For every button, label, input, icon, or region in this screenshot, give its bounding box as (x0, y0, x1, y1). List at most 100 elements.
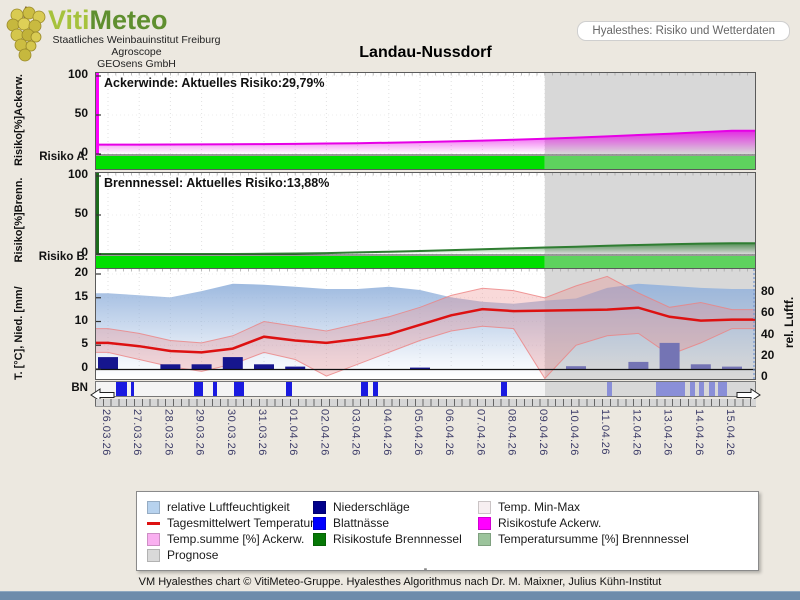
legend-swatch-icon (147, 517, 160, 530)
leaf-wetness-mark (607, 382, 612, 396)
leaf-wetness-mark (360, 382, 369, 396)
y-tick-label: 60 (761, 305, 775, 320)
x-date-label: 11.04.26 (599, 409, 612, 456)
legend-swatch-icon (313, 500, 326, 514)
x-date-label: 12.04.26 (630, 409, 643, 456)
y-tick-label: 20 (761, 347, 775, 362)
brand-sublines: Staatliches Weinbauinstitut Freiburg Agro… (34, 34, 239, 70)
y-tick-label: 100 (67, 67, 88, 81)
ackerwinde-chart-title: Ackerwinde: Aktuelles Risiko:29,79% (104, 76, 325, 90)
brand-subline: Staatliches Weinbauinstitut Freiburg (52, 34, 221, 46)
legend-swatch-icon (147, 500, 160, 514)
status-bar (0, 591, 800, 600)
x-date-label: 06.04.26 (443, 409, 456, 456)
row-label-risiko-b: Risiko B. (38, 251, 88, 263)
brand-part2: Meteo (89, 5, 168, 35)
dataset-selector[interactable]: Hyalesthes: Risiko und Wetterdaten (577, 21, 790, 41)
y-axis-label-brennnessel: Risiko[%]Brenn. (13, 177, 25, 263)
x-date-label: 09.04.26 (536, 409, 549, 456)
ackerwinde-risk-chart: Ackerwinde: Aktuelles Risiko:29,79% (95, 72, 756, 170)
legend-label: Temp. Min-Max (498, 500, 581, 514)
x-date-label: 26.03.26 (100, 409, 112, 456)
y-tick-label: 80 (761, 284, 775, 299)
legend-item: Risikostufe Ackerw. (478, 515, 689, 531)
y-tick-label: 0 (81, 360, 88, 374)
legend-label: Blattnässe (333, 516, 390, 530)
brand-part1: Viti (48, 5, 90, 35)
y-tick-label: 40 (761, 326, 775, 341)
x-date-label: 28.03.26 (162, 409, 175, 456)
x-date-label: 29.03.26 (193, 409, 206, 456)
y-axis-label-ackerwinde: Risiko[%]Ackerw. (13, 74, 25, 166)
brennnessel-risk-chart: Brennnessel: Aktuelles Risiko:13,88% (95, 172, 756, 270)
legend-swatch-icon (313, 516, 326, 530)
y-tick-label: 0 (81, 245, 88, 259)
legend: relative Luftfeuchtigkeit Tagesmittelwert… (136, 491, 759, 571)
y-tick-label: 100 (67, 167, 88, 181)
brand-subline: GEOsens GmbH (97, 58, 176, 70)
x-date-label: 13.04.26 (661, 409, 674, 456)
legend-swatch-icon (313, 532, 326, 546)
leaf-wetness-mark (193, 382, 204, 396)
legend-item: Niederschläge (313, 499, 462, 515)
grapes-logo-icon (3, 3, 51, 70)
weather-chart (95, 268, 756, 380)
leaf-wetness-mark (689, 382, 695, 396)
x-date-label: 02.04.26 (318, 409, 331, 456)
leaf-wetness-mark (115, 382, 127, 396)
legend-label: Prognose (167, 548, 219, 562)
x-date-label: 15.04.26 (724, 409, 736, 456)
x-date-label: 14.04.26 (692, 409, 705, 456)
leaf-wetness-mark (234, 382, 244, 396)
legend-label: Temperatursumme [%] Brennnessel (498, 532, 689, 546)
footer-credit: VM Hyalesthes chart © VitiMeteo-Gruppe. … (138, 576, 662, 588)
leaf-wetness-mark (285, 382, 292, 396)
x-date-label: 08.04.26 (505, 409, 518, 456)
page-title: Landau-Nussdorf (359, 44, 492, 61)
legend-item: relative Luftfeuchtigkeit (147, 499, 314, 515)
legend-item: Temp.summe [%] Ackerw. (147, 531, 314, 547)
y-tick-label: 15 (74, 288, 88, 303)
scroll-left-arrow[interactable] (89, 388, 115, 402)
legend-item: Temperatursumme [%] Brennnessel (478, 531, 689, 547)
y-tick-label: 0 (81, 145, 88, 159)
x-date-label: 01.04.26 (287, 409, 300, 456)
legend-label: Risikostufe Ackerw. (498, 516, 602, 530)
x-axis-tick-ruler (95, 399, 756, 407)
legend-item: Blattnässe (313, 515, 462, 531)
x-date-label: 03.04.26 (349, 409, 362, 456)
y-tick-label: 10 (74, 312, 88, 327)
leaf-wetness-mark (130, 382, 134, 396)
y-tick-label: 0 (761, 369, 768, 383)
leaf-wetness-mark (699, 382, 704, 396)
legend-swatch-icon (478, 516, 491, 530)
x-date-label: 05.04.26 (412, 409, 424, 456)
y-tick-label: 20 (74, 265, 88, 279)
x-date-label: 04.04.26 (380, 409, 393, 456)
legend-swatch-icon (147, 548, 160, 562)
leaf-wetness-mark (708, 382, 715, 396)
legend-swatch-icon (478, 532, 491, 546)
legend-swatch-icon (478, 500, 491, 514)
legend-column: relative Luftfeuchtigkeit Tagesmittelwert… (147, 499, 314, 563)
leaf-wetness-mark (373, 382, 378, 396)
x-date-label: 07.04.26 (474, 409, 487, 456)
legend-label: relative Luftfeuchtigkeit (167, 500, 290, 514)
leaf-wetness-mark (501, 382, 508, 396)
scroll-right-arrow[interactable] (736, 388, 762, 402)
brand-logo: VitiMeteo (48, 5, 168, 36)
leaf-wetness-mark (212, 382, 218, 396)
y-tick-label: 50 (74, 106, 88, 120)
legend-label: Tagesmittelwert Temperatur (167, 516, 315, 530)
y-tick-label: 50 (74, 206, 88, 220)
legend-item: Tagesmittelwert Temperatur (147, 515, 314, 531)
y-tick-label: 5 (81, 336, 88, 351)
legend-label: Temp.summe [%] Ackerw. (167, 532, 305, 546)
row-label-risiko-a: Risiko A. (39, 151, 88, 163)
leaf-wetness-mark (655, 382, 686, 396)
legend-column: Niederschläge Blattnässe Risikostufe Brenn… (313, 499, 462, 547)
legend-swatch-icon (147, 532, 160, 546)
x-date-label: 10.04.26 (568, 409, 580, 456)
legend-label: Niederschläge (333, 500, 410, 514)
